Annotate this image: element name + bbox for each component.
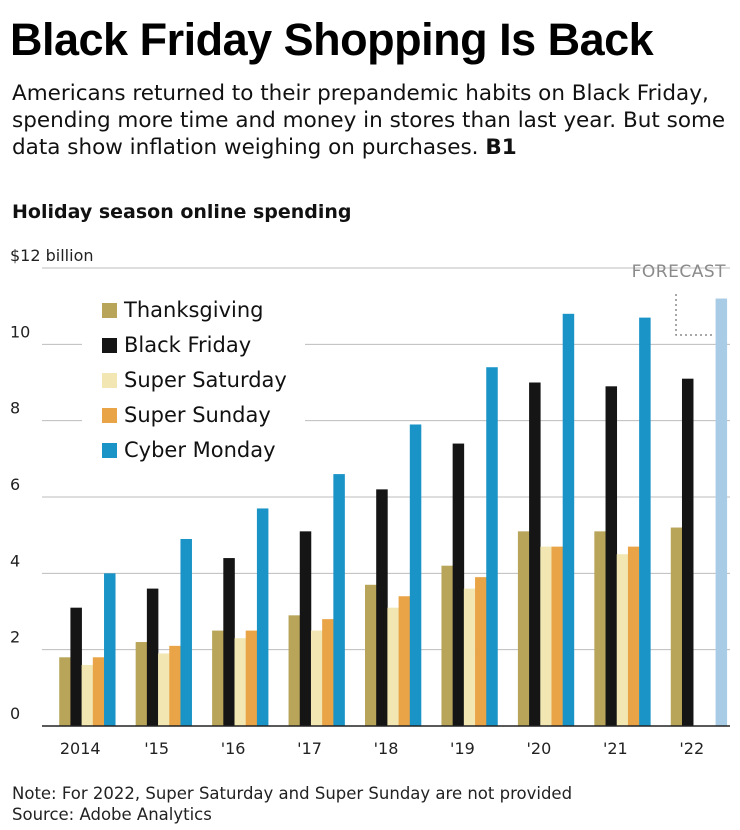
bar-super-sunday [92, 657, 105, 726]
y-tick-label: 4 [10, 551, 20, 570]
y-tick-label: 2 [10, 628, 20, 647]
legend-swatch [102, 408, 117, 423]
bar-super-saturday [540, 546, 552, 726]
bar-black-friday [146, 588, 159, 726]
page-reference: B1 [485, 135, 517, 160]
bar-cyber-monday [486, 367, 498, 726]
legend-background [82, 292, 305, 478]
bar-cyber-monday [104, 573, 116, 726]
legend-swatch [102, 338, 117, 353]
bar-super-sunday [322, 619, 334, 726]
bar-thanksgiving [59, 657, 71, 726]
legend-label: Thanksgiving [123, 298, 263, 322]
x-tick-label: '15 [144, 739, 169, 758]
x-tick-label: '22 [679, 739, 704, 758]
bar-black-friday [605, 386, 618, 726]
y-tick-labels: 0 2 4 6 8 10 $12 billion [10, 248, 94, 723]
note-text: Note: For 2022, Super Saturday and Super… [12, 784, 573, 803]
y-tick-label: 0 [10, 704, 20, 723]
bar-super-saturday [158, 653, 170, 726]
bar-super-sunday [398, 596, 411, 726]
y-tick-label: 6 [10, 475, 20, 494]
forecast-marker: FORECAST [632, 262, 727, 336]
bar-super-sunday [245, 630, 258, 726]
legend-swatch [102, 303, 117, 318]
y-tick-label: $12 billion [10, 248, 94, 265]
y-tick-label: 8 [10, 399, 20, 418]
x-tick-label: '17 [297, 739, 322, 758]
legend-label: Black Friday [124, 333, 251, 357]
bar-super-saturday [463, 588, 476, 726]
bar-cyber-monday [180, 538, 192, 726]
bar-super-saturday [234, 638, 247, 726]
chart-notes: Note: For 2022, Super Saturday and Super… [12, 783, 572, 825]
bar-thanksgiving [288, 615, 301, 726]
subtitle-text: Americans returned to their prepandemic … [12, 81, 726, 160]
bar-thanksgiving [670, 527, 683, 726]
bar-super-saturday [81, 664, 94, 726]
forecast-bracket [675, 294, 712, 336]
legend-label: Super Saturday [124, 368, 287, 392]
bar-black-friday [299, 531, 312, 726]
x-tick-label: '21 [603, 739, 628, 758]
x-tick-label: '20 [527, 739, 552, 758]
bar-thanksgiving [517, 531, 530, 726]
chart-title: Holiday season online spending [12, 201, 352, 223]
forecast-label: FORECAST [632, 262, 727, 282]
bar-cyber-monday-forecast [715, 298, 728, 726]
bar-black-friday [529, 382, 541, 726]
bar-super-saturday [387, 607, 399, 726]
y-tick-label: 10 [10, 322, 30, 341]
x-tick-label: '16 [221, 739, 246, 758]
subtitle: Americans returned to their prepandemic … [12, 80, 732, 161]
legend: Thanksgiving Black Friday Super Saturday Su… [82, 292, 305, 478]
bar-thanksgiving [212, 630, 224, 726]
legend-swatch [102, 373, 117, 388]
bar-super-sunday [169, 645, 181, 726]
bar-cyber-monday [562, 313, 575, 726]
bars [59, 298, 728, 726]
bar-super-sunday [475, 577, 487, 726]
bar-black-friday [70, 607, 82, 726]
x-tick-label: 2014 [60, 739, 101, 758]
x-tick-labels: 2014 '15 '16 '17 '18 '19 '20 '21 '22 [60, 739, 704, 758]
bar-chart: FORECAST 0 2 4 6 8 10 $12 billion 2014 '15 '16 '1… [10, 248, 730, 758]
bar-black-friday [681, 378, 694, 726]
bar-cyber-monday [333, 474, 345, 726]
bar-black-friday [452, 443, 465, 726]
bar-black-friday [223, 558, 235, 726]
legend-label: Cyber Monday [124, 438, 276, 462]
legend-label: Super Sunday [124, 403, 271, 427]
bar-super-sunday [627, 546, 640, 726]
bar-thanksgiving [594, 531, 606, 726]
x-tick-label: '19 [450, 739, 475, 758]
bar-super-saturday [616, 554, 629, 726]
bar-thanksgiving [135, 642, 148, 726]
bar-black-friday [376, 489, 388, 726]
bar-cyber-monday [639, 317, 651, 726]
source-text: Source: Adobe Analytics [12, 805, 212, 824]
bar-cyber-monday [409, 424, 422, 726]
bar-super-sunday [551, 546, 563, 726]
page-title: Black Friday Shopping Is Back [10, 14, 654, 65]
bar-cyber-monday [256, 508, 269, 726]
bar-thanksgiving [441, 565, 453, 726]
x-tick-label: '18 [374, 739, 399, 758]
legend-swatch [102, 443, 117, 458]
bar-super-saturday [310, 630, 323, 726]
bar-thanksgiving [365, 584, 377, 726]
